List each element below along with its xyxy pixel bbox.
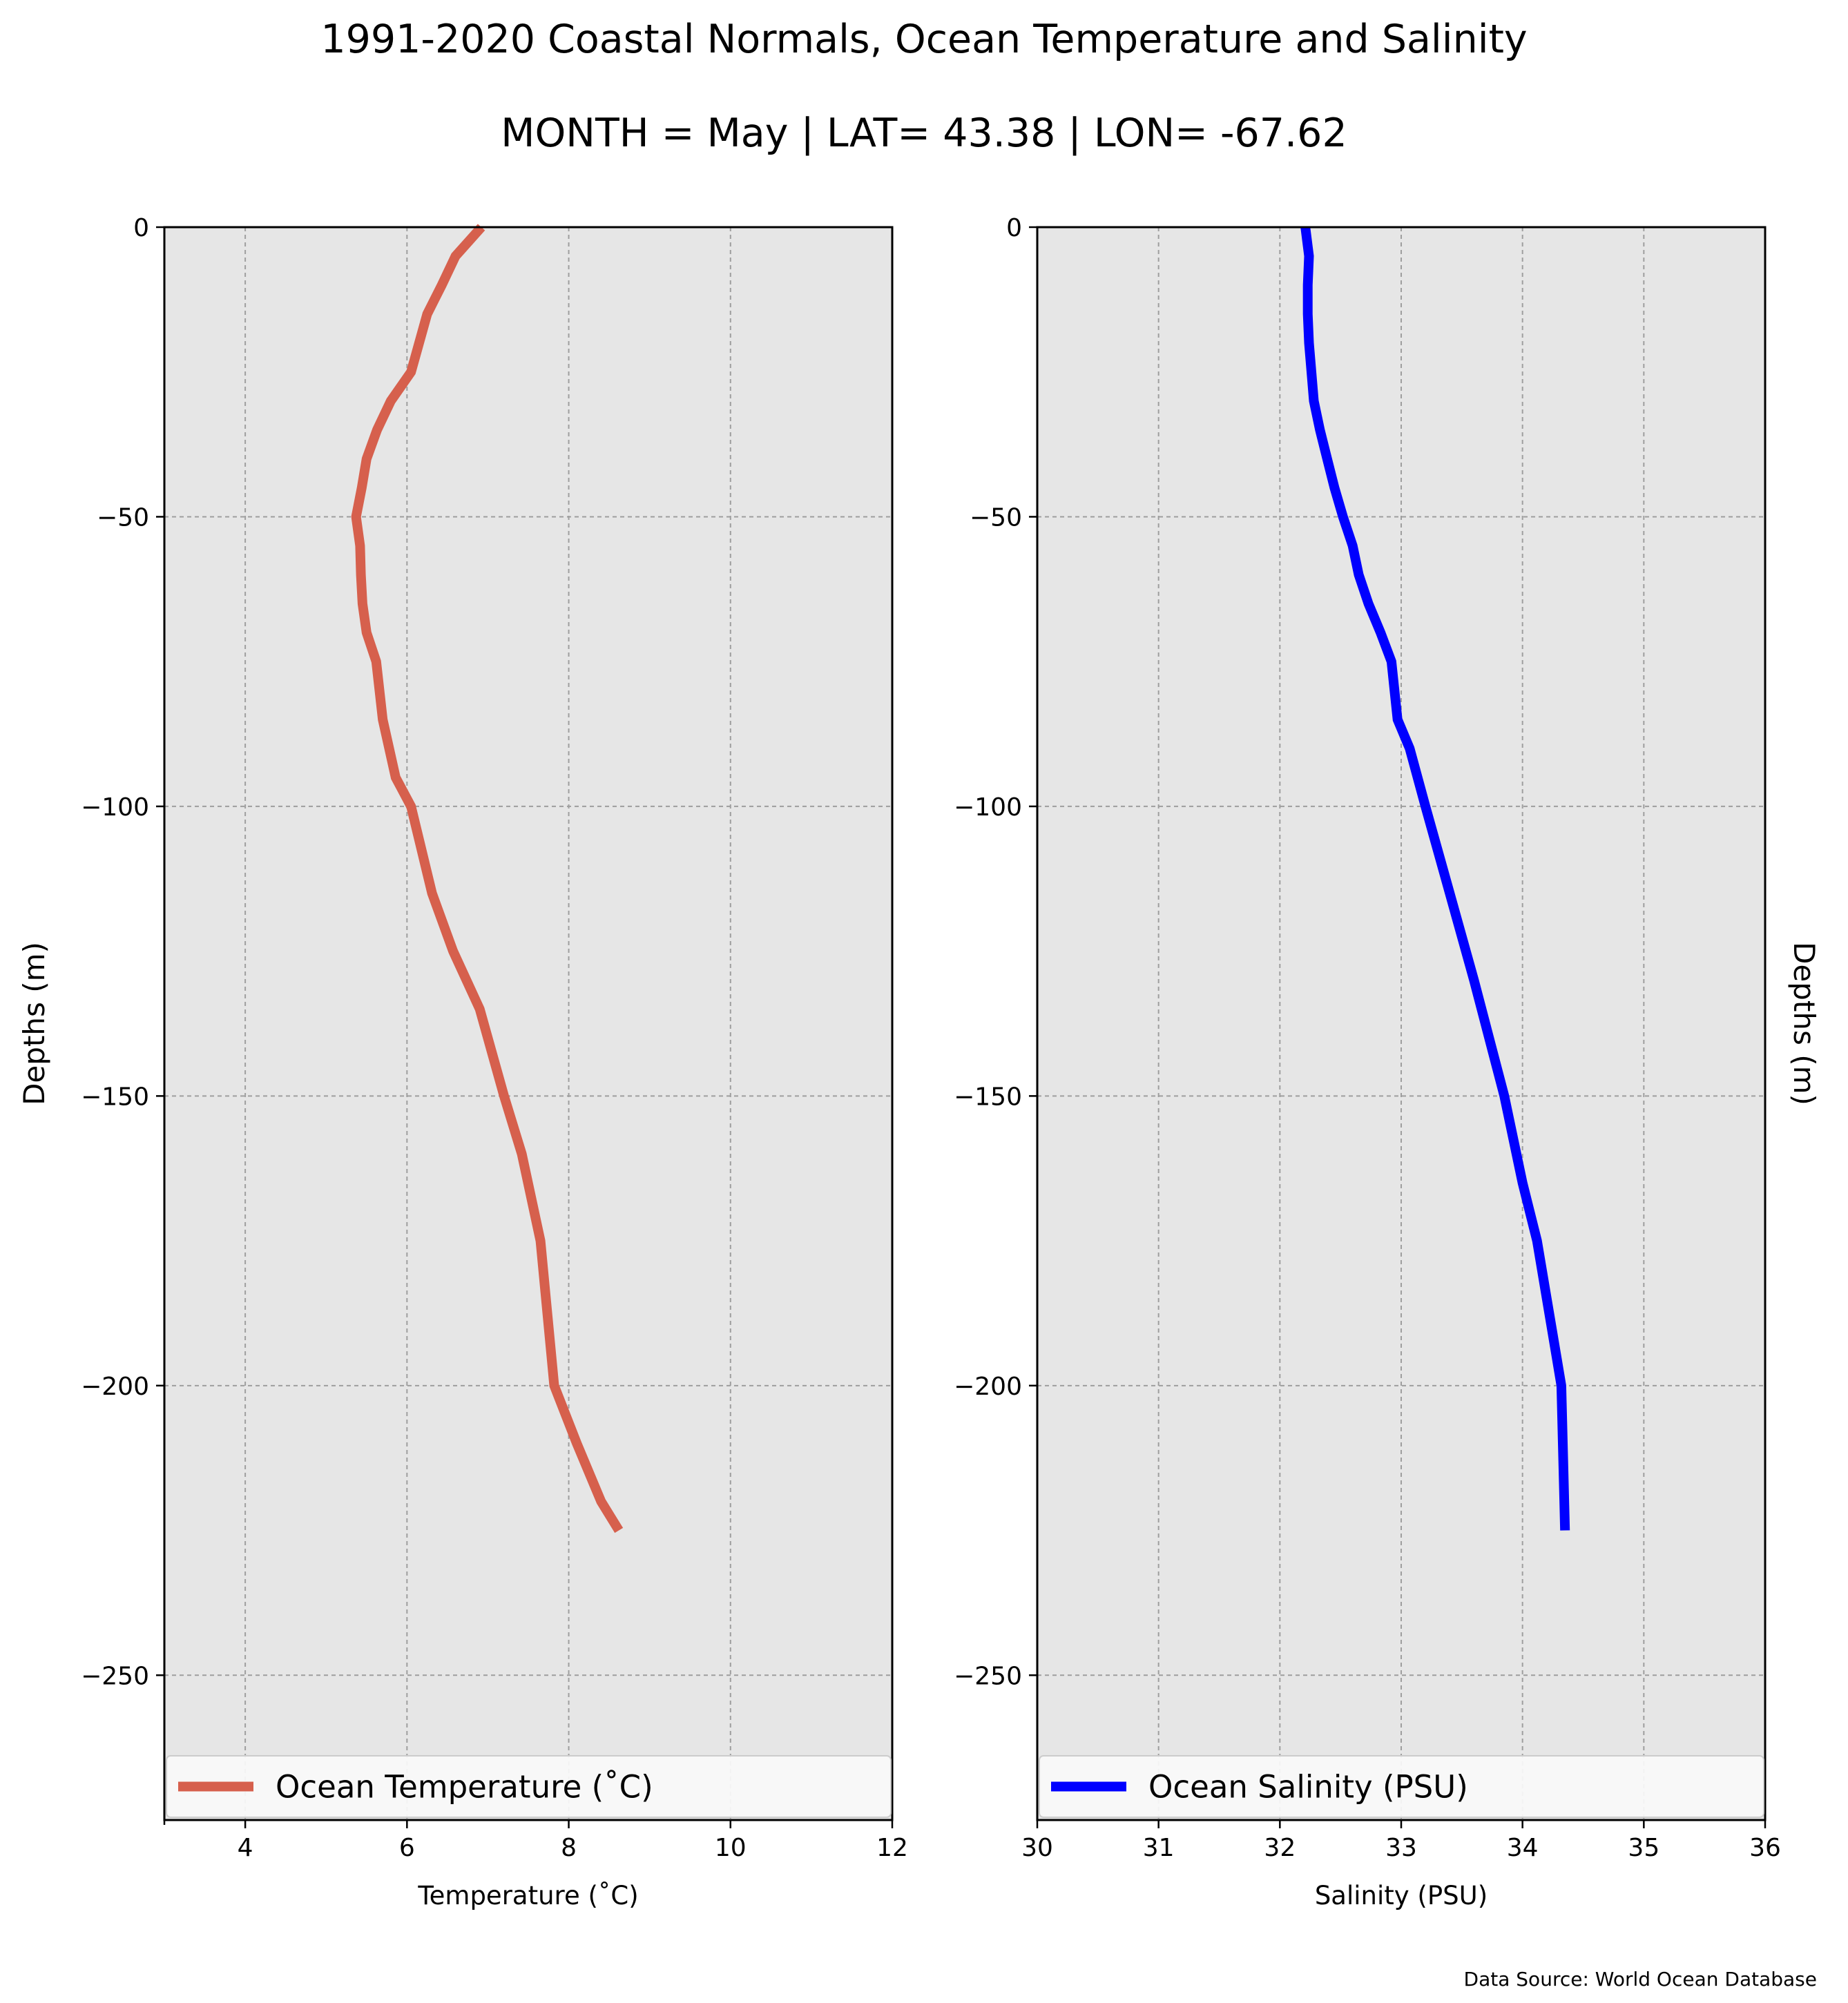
x-tick-label: 31 [1143, 1834, 1175, 1862]
x-tick-label: 30 [1021, 1834, 1053, 1862]
axes-frame [163, 226, 894, 1821]
y-tick-label: −250 [954, 1662, 1022, 1690]
series-line-salinity [1300, 226, 1570, 1531]
y-tick-label: −100 [954, 793, 1022, 822]
y-tick-label: −50 [97, 503, 149, 532]
chart-title: 1991-2020 Coastal Normals, Ocean Tempera… [320, 17, 1527, 62]
y-tick-label: −100 [81, 793, 149, 822]
x-tick-label: 32 [1264, 1834, 1296, 1862]
temperature-panel: 4 6 8 10 12 0 −50 −100 −150 −200 −250 Temperature (… [17, 214, 908, 1910]
plot-background [164, 227, 892, 1820]
x-tick-label: 4 [238, 1834, 253, 1862]
x-tick-label: 35 [1628, 1834, 1659, 1862]
y-axis-label: Depths (m) [17, 942, 51, 1105]
y-tick-label: −50 [970, 503, 1022, 532]
x-tick-label: 33 [1385, 1834, 1417, 1862]
chart-subtitle: MONTH = May | LAT= 43.38 | LON= -67.62 [501, 110, 1347, 156]
x-tick-label: 10 [715, 1834, 747, 1862]
legend-box [166, 1755, 892, 1818]
x-tick-label: 6 [399, 1834, 415, 1862]
legend-box [1039, 1755, 1764, 1818]
x-tick-label: 34 [1507, 1834, 1539, 1862]
x-tick-label: 12 [876, 1834, 908, 1862]
legend: Ocean Temperature (˚C) [166, 1755, 892, 1818]
x-tick-label: 36 [1749, 1834, 1781, 1862]
legend: Ocean Salinity (PSU) [1039, 1755, 1764, 1818]
x-tick-label: 8 [561, 1834, 577, 1862]
legend-label: Ocean Temperature (˚C) [276, 1769, 653, 1806]
salinity-panel: 30 31 32 33 34 35 36 0 −50 −100 −150 −200 −250 Salini… [954, 214, 1821, 1910]
plot-background [1037, 227, 1765, 1820]
x-axis-label: Temperature (˚C) [417, 1881, 638, 1910]
y-axis-label: Depths (m) [1787, 942, 1821, 1105]
source-note: Data Source: World Ocean Database [1464, 1968, 1817, 1991]
y-tick-label: 0 [133, 214, 149, 242]
y-tick-label: −150 [81, 1083, 149, 1111]
series-line-temperature [351, 224, 624, 1533]
y-tick-label: −250 [81, 1662, 149, 1690]
y-tick-label: 0 [1006, 214, 1022, 242]
y-tick-label: −150 [954, 1083, 1022, 1111]
y-tick-label: −200 [954, 1373, 1022, 1401]
y-tick-label: −200 [81, 1373, 149, 1401]
legend-label: Ocean Salinity (PSU) [1148, 1769, 1468, 1806]
x-axis-label: Salinity (PSU) [1315, 1881, 1488, 1910]
